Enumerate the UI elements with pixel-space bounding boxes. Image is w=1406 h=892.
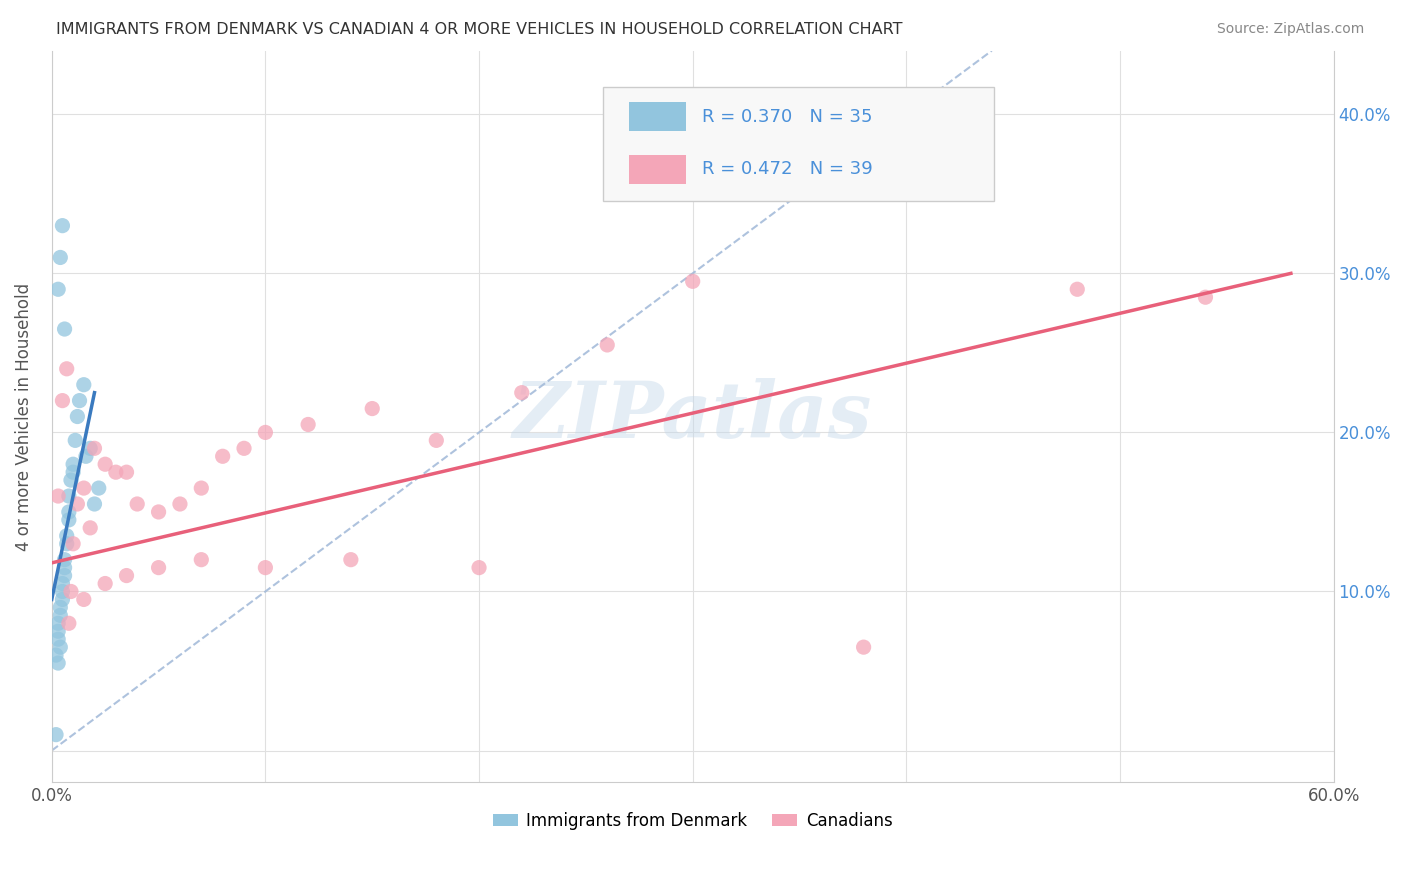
Point: [51, 219, 73, 233]
Point: [49, 600, 72, 615]
Point: [46, 624, 69, 639]
Point: [425, 434, 447, 448]
Text: R = 0.472   N = 39: R = 0.472 N = 39: [702, 161, 872, 178]
Point: [169, 497, 191, 511]
Point: [79, 521, 101, 535]
Point: [938, 147, 960, 161]
Point: [58, 513, 80, 527]
FancyBboxPatch shape: [628, 102, 686, 131]
Point: [1194, 290, 1216, 304]
Point: [233, 442, 256, 456]
Point: [55, 361, 77, 376]
Point: [115, 465, 138, 479]
Point: [59, 473, 82, 487]
Point: [49, 251, 72, 265]
Text: Source: ZipAtlas.com: Source: ZipAtlas.com: [1216, 22, 1364, 37]
Point: [596, 338, 619, 352]
Text: R = 0.370   N = 35: R = 0.370 N = 35: [702, 108, 872, 126]
Point: [73, 481, 96, 495]
Point: [65, 434, 87, 448]
Point: [69, 393, 91, 408]
Point: [45, 728, 67, 742]
Point: [94, 457, 117, 471]
Point: [49, 640, 72, 655]
Point: [1066, 282, 1088, 296]
Point: [62, 537, 84, 551]
Point: [340, 552, 363, 566]
Point: [53, 568, 76, 582]
Point: [361, 401, 384, 416]
Point: [55, 537, 77, 551]
Point: [51, 592, 73, 607]
Point: [49, 608, 72, 623]
Point: [46, 632, 69, 647]
Point: [53, 552, 76, 566]
Point: [66, 497, 89, 511]
Point: [55, 529, 77, 543]
Point: [79, 442, 101, 456]
Point: [468, 560, 491, 574]
Point: [789, 186, 811, 201]
Point: [190, 552, 212, 566]
FancyBboxPatch shape: [603, 87, 994, 201]
Point: [148, 560, 170, 574]
Point: [83, 442, 105, 456]
Point: [211, 450, 233, 464]
Point: [682, 274, 704, 288]
Point: [75, 450, 97, 464]
Point: [46, 616, 69, 631]
Point: [53, 322, 76, 336]
Point: [94, 576, 117, 591]
Point: [73, 592, 96, 607]
Text: IMMIGRANTS FROM DENMARK VS CANADIAN 4 OR MORE VEHICLES IN HOUSEHOLD CORRELATION : IMMIGRANTS FROM DENMARK VS CANADIAN 4 OR…: [56, 22, 903, 37]
Point: [254, 560, 277, 574]
Legend: Immigrants from Denmark, Canadians: Immigrants from Denmark, Canadians: [486, 805, 898, 836]
Point: [297, 417, 319, 432]
Point: [45, 648, 67, 662]
Point: [51, 393, 73, 408]
Point: [51, 576, 73, 591]
FancyBboxPatch shape: [628, 154, 686, 184]
Point: [115, 568, 138, 582]
Point: [51, 584, 73, 599]
Point: [46, 489, 69, 503]
Point: [73, 377, 96, 392]
Point: [62, 465, 84, 479]
Point: [62, 457, 84, 471]
Point: [58, 616, 80, 631]
Point: [46, 656, 69, 670]
Point: [58, 489, 80, 503]
Point: [66, 409, 89, 424]
Point: [58, 505, 80, 519]
Point: [87, 481, 110, 495]
Point: [83, 497, 105, 511]
Point: [254, 425, 277, 440]
Y-axis label: 4 or more Vehicles in Household: 4 or more Vehicles in Household: [15, 283, 32, 550]
Text: ZIPatlas: ZIPatlas: [513, 378, 872, 455]
Point: [190, 481, 212, 495]
Point: [127, 497, 149, 511]
Point: [59, 584, 82, 599]
Point: [148, 505, 170, 519]
Point: [510, 385, 533, 400]
Point: [53, 560, 76, 574]
Point: [46, 282, 69, 296]
Point: [104, 465, 127, 479]
Point: [852, 640, 875, 655]
